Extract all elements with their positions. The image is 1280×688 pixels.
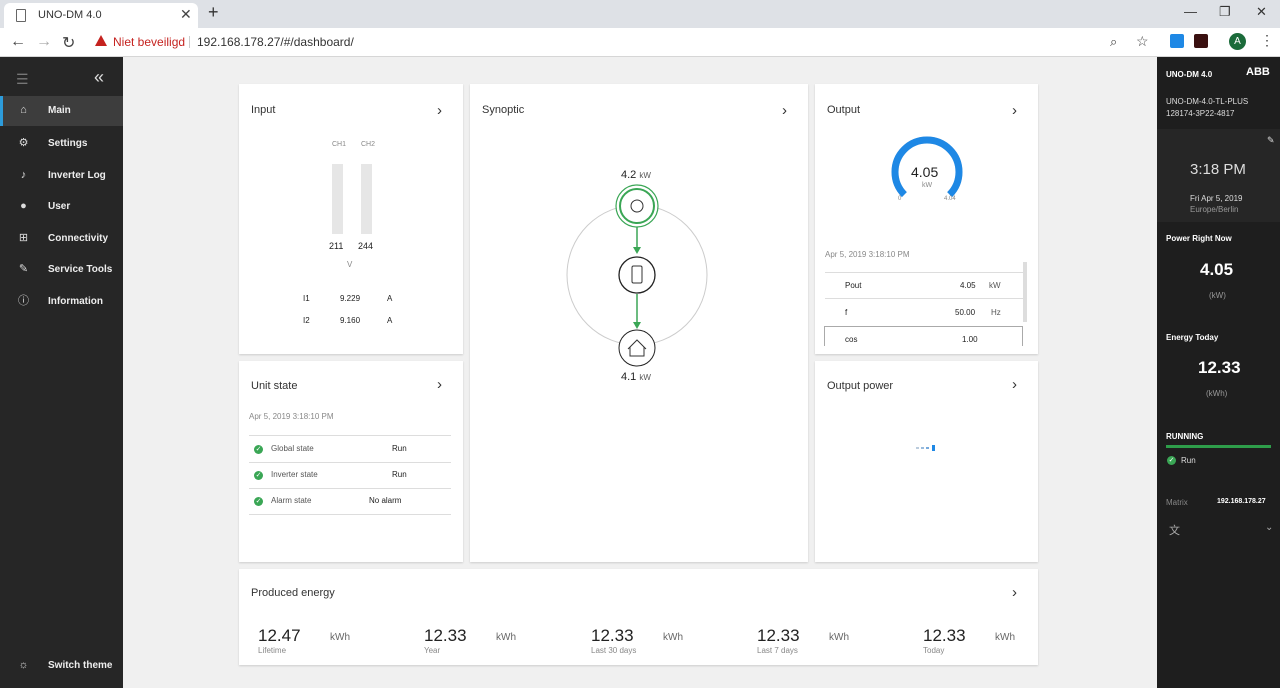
energy-last-30-days: 12.33 kWh Last 30 days <box>591 626 683 655</box>
output-timestamp: Apr 5, 2019 3:18:10 PM <box>825 250 910 259</box>
restore-icon[interactable]: ❐ <box>1219 4 1231 19</box>
chevron-right-icon[interactable]: › <box>437 376 442 393</box>
wrench-icon: ✎ <box>18 263 29 275</box>
browser-chrome: UNO-DM 4.0 ✕ + — ❐ ✕ ← → ↻ Niet beveilig… <box>0 0 1280 57</box>
ip-address: 192.168.178.27 <box>1217 498 1266 505</box>
chevron-right-icon[interactable]: › <box>782 102 787 119</box>
ch1-bar <box>332 164 343 234</box>
sidebar-item-main[interactable]: ⌂ Main <box>0 96 123 126</box>
clock-time: 3:18 PM <box>1190 161 1246 178</box>
navigation-bar: ← → ↻ Niet beveiligd 192.168.178.27/#/da… <box>0 28 1280 57</box>
close-window-icon[interactable]: ✕ <box>1256 4 1267 19</box>
clock-box: ✎ 3:18 PM Fri Apr 5, 2019 Europe/Berlin <box>1157 129 1280 222</box>
forward-icon[interactable]: → <box>36 33 52 50</box>
check-icon: ✓ <box>254 445 263 454</box>
theme-icon: ☼ <box>18 659 29 671</box>
unit-state-timestamp: Apr 5, 2019 3:18:10 PM <box>249 412 334 421</box>
warning-icon <box>95 35 107 46</box>
sidebar: ☰ « ⌂ Main ⚙ Settings ♪ Inverter Log ● U… <box>0 57 123 688</box>
address-bar[interactable]: 192.168.178.27/#/dashboard/ <box>197 35 354 49</box>
sidebar-item-connectivity[interactable]: ⊞ Connectivity <box>18 232 109 244</box>
edit-icon[interactable]: ✎ <box>1267 135 1275 145</box>
device-info-panel: UNO-DM 4.0 ABB UNO-DM-4.0-TL-PLUS 128174… <box>1157 57 1280 688</box>
status-bar <box>1166 445 1271 448</box>
profile-avatar[interactable]: A <box>1229 33 1246 50</box>
sidebar-item-user[interactable]: ● User <box>0 192 123 222</box>
info-icon: ⓘ <box>18 295 29 307</box>
output-gauge <box>891 136 963 198</box>
user-icon: ● <box>20 200 27 212</box>
pv-power: 4.2 kW <box>621 169 651 181</box>
language-icon[interactable]: 文 <box>1169 525 1180 537</box>
extension-icon[interactable] <box>1170 34 1184 48</box>
extension-icon[interactable] <box>1194 34 1208 48</box>
energy-today: 12.33 kWh Today <box>923 626 1015 655</box>
bookmark-star-icon[interactable]: ☆ <box>1136 33 1149 49</box>
chevron-right-icon[interactable]: › <box>1012 584 1017 601</box>
card-title: Output <box>827 104 861 116</box>
synoptic-card: Synoptic › 4.2 kW sun 4.1 kW <box>470 84 808 562</box>
sidebar-item-information[interactable]: ⓘ Information <box>18 295 103 307</box>
hamburger-icon[interactable]: ☰ <box>16 71 29 87</box>
status-label: RUNNING <box>1166 432 1204 441</box>
sidebar-item-service-tools[interactable]: ✎ Service Tools <box>18 263 113 275</box>
check-icon: ✓ <box>254 497 263 506</box>
ch2-voltage: 244 <box>358 241 374 251</box>
sidebar-item-inverter-log[interactable]: ♪ Inverter Log <box>0 161 123 191</box>
page-icon <box>16 9 26 22</box>
card-title: Output power <box>827 380 894 392</box>
card-title: Produced energy <box>251 587 335 599</box>
power-now-value: 4.05 <box>1200 260 1234 279</box>
sidebar-item-settings[interactable]: ⚙ Settings <box>18 137 88 149</box>
chevron-right-icon[interactable]: › <box>437 102 442 119</box>
tab-bar: UNO-DM 4.0 ✕ + — ❐ ✕ <box>0 0 1280 28</box>
minimize-icon[interactable]: — <box>1184 4 1197 19</box>
check-icon: ✓ <box>1167 456 1176 465</box>
network-icon: ⊞ <box>18 232 29 244</box>
chevron-down-icon[interactable]: ⌄ <box>1265 522 1274 533</box>
device-name: UNO-DM 4.0 <box>1166 70 1213 79</box>
gear-icon: ⚙ <box>18 137 29 149</box>
input-card: Input › CH1 CH2 211 244 V I1 9.229 A I2 … <box>239 84 463 354</box>
energy-last-7-days: 12.33 kWh Last 7 days <box>757 626 849 655</box>
close-tab-icon[interactable]: ✕ <box>180 6 192 22</box>
bell-icon: ♪ <box>20 169 27 181</box>
load-power: 4.1 kW <box>621 371 651 383</box>
reload-icon[interactable]: ↻ <box>62 35 76 52</box>
ch2-bar <box>361 164 372 234</box>
synoptic-diagram <box>566 184 708 367</box>
gauge-value: 4.05 <box>911 164 939 180</box>
collapse-icon[interactable]: « <box>94 67 105 87</box>
card-title: Input <box>251 104 276 116</box>
unit-state-card: Unit state › Apr 5, 2019 3:18:10 PM ✓ Gl… <box>239 361 463 562</box>
security-label[interactable]: Niet beveiligd <box>113 35 186 49</box>
menu-icon[interactable]: ⋮ <box>1260 32 1274 48</box>
energy-year: 12.33 kWh Year <box>424 626 516 655</box>
zoom-icon[interactable]: ⌕ <box>1110 34 1118 49</box>
back-icon[interactable]: ← <box>10 33 26 50</box>
energy-today-value: 12.33 <box>1198 358 1241 377</box>
card-title: Unit state <box>251 380 298 392</box>
check-icon: ✓ <box>254 471 263 480</box>
chevron-right-icon[interactable]: › <box>1012 376 1017 393</box>
card-title: Synoptic <box>482 104 525 116</box>
browser-tab[interactable]: UNO-DM 4.0 ✕ <box>4 3 198 28</box>
abb-logo: ABB <box>1246 66 1270 78</box>
output-power-card: Output power › <box>815 361 1038 562</box>
table-row: cos 1.00 <box>824 326 1023 346</box>
loading-spinner <box>916 445 936 451</box>
tab-title: UNO-DM 4.0 <box>38 9 102 21</box>
output-card: Output › 4.05 kW 0 4.04 Apr 5, 2019 3:18… <box>815 84 1038 354</box>
scrollbar[interactable] <box>1023 262 1027 322</box>
ch1-voltage: 211 <box>329 241 344 251</box>
home-icon: ⌂ <box>20 104 27 116</box>
new-tab-icon[interactable]: + <box>208 2 219 22</box>
switch-theme-button[interactable]: ☼ Switch theme <box>18 659 113 671</box>
chevron-right-icon[interactable]: › <box>1012 102 1017 119</box>
produced-energy-card: Produced energy › 12.47 kWh Lifetime 12.33… <box>239 569 1038 665</box>
energy-lifetime: 12.47 kWh Lifetime <box>258 626 350 655</box>
